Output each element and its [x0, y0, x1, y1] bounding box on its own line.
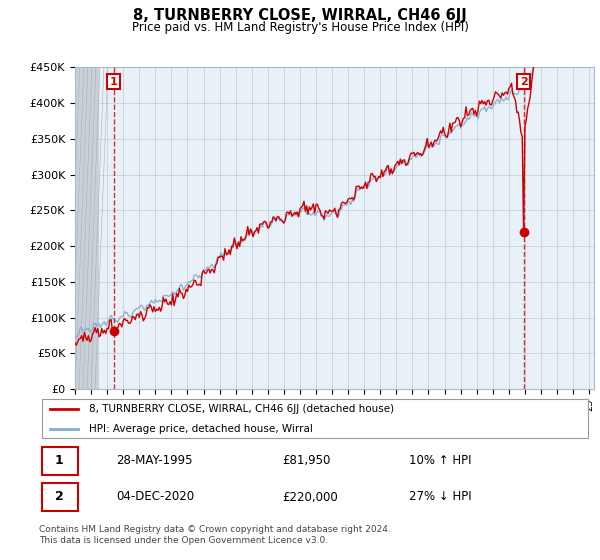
Text: £81,950: £81,950	[282, 454, 330, 467]
Text: 8, TURNBERRY CLOSE, WIRRAL, CH46 6JJ (detached house): 8, TURNBERRY CLOSE, WIRRAL, CH46 6JJ (de…	[89, 404, 394, 414]
FancyBboxPatch shape	[42, 483, 77, 511]
Text: 2: 2	[520, 77, 527, 86]
Text: 04-DEC-2020: 04-DEC-2020	[116, 491, 194, 503]
Text: 1: 1	[110, 77, 118, 86]
FancyBboxPatch shape	[42, 447, 77, 475]
Text: Price paid vs. HM Land Registry's House Price Index (HPI): Price paid vs. HM Land Registry's House …	[131, 21, 469, 34]
Bar	[75, 67, 99, 389]
Text: 28-MAY-1995: 28-MAY-1995	[116, 454, 193, 467]
Text: £220,000: £220,000	[282, 491, 338, 503]
Text: HPI: Average price, detached house, Wirral: HPI: Average price, detached house, Wirr…	[89, 424, 313, 434]
Text: 1: 1	[55, 454, 64, 467]
FancyBboxPatch shape	[42, 399, 588, 438]
Text: 27% ↓ HPI: 27% ↓ HPI	[409, 491, 472, 503]
Text: 10% ↑ HPI: 10% ↑ HPI	[409, 454, 472, 467]
Text: Contains HM Land Registry data © Crown copyright and database right 2024.
This d: Contains HM Land Registry data © Crown c…	[39, 525, 391, 545]
Text: 2: 2	[55, 491, 64, 503]
Text: 8, TURNBERRY CLOSE, WIRRAL, CH46 6JJ: 8, TURNBERRY CLOSE, WIRRAL, CH46 6JJ	[133, 8, 467, 24]
